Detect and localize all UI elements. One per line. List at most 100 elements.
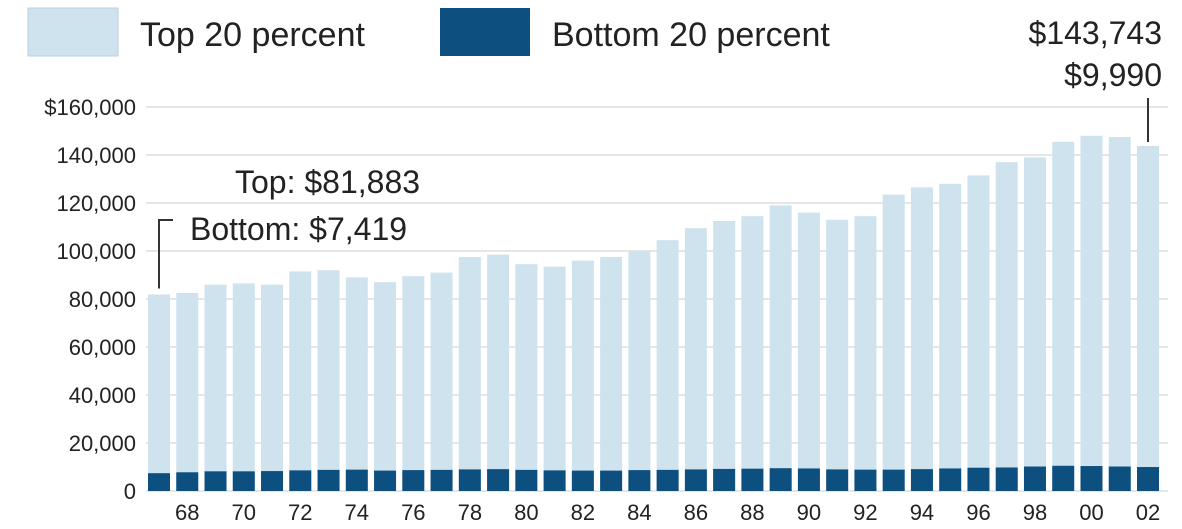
- bar-top-20: [826, 219, 849, 492]
- x-tick-label: 80: [514, 500, 538, 525]
- bar-top-20: [854, 216, 877, 491]
- x-tick-label: 70: [232, 500, 256, 525]
- bar-bottom-20: [1108, 466, 1131, 491]
- x-tick-label: 96: [966, 500, 990, 525]
- x-tick-label: 86: [684, 500, 708, 525]
- annotation-start-top: Top: $81,883: [235, 164, 420, 200]
- x-tick-label: 92: [853, 500, 877, 525]
- bar-bottom-20: [600, 470, 623, 491]
- bar-top-20: [1137, 146, 1159, 492]
- bar-bottom-20: [1080, 466, 1103, 491]
- bar-top-20: [204, 284, 227, 491]
- bar-top-20: [571, 260, 594, 491]
- y-tick-label: 80,000: [69, 287, 136, 312]
- bar-bottom-20: [713, 468, 736, 491]
- bar-top-20: [797, 212, 820, 491]
- bar-top-20: [487, 254, 510, 491]
- annotation-start-leader: [158, 219, 173, 289]
- bar-top-20: [656, 240, 679, 491]
- x-axis: 68 70 72 74 76 78 80 82 84 86 88 90 92 94 96 98 00 02: [175, 500, 1160, 525]
- bar-top-20: [600, 257, 623, 491]
- bar-top-20: [684, 228, 707, 491]
- y-tick-label: 60,000: [69, 335, 136, 360]
- bar-bottom-20: [430, 469, 453, 491]
- bar-top-20: [1023, 157, 1046, 491]
- x-tick-label: 72: [288, 500, 312, 525]
- bar-bottom-20: [1052, 465, 1075, 491]
- y-tick-label: 120,000: [56, 191, 136, 216]
- x-tick-label: 00: [1079, 500, 1103, 525]
- y-tick-label: 0: [124, 479, 136, 504]
- bar-bottom-20: [628, 470, 651, 491]
- bar-bottom-20: [656, 469, 679, 491]
- bar-top-20: [430, 272, 453, 491]
- annotation-end-top: $143,743: [1029, 15, 1162, 51]
- bar-bottom-20: [458, 469, 481, 491]
- bar-top-20: [176, 293, 199, 491]
- bar-bottom-20: [345, 469, 368, 491]
- bar-bottom-20: [148, 473, 170, 491]
- bar-top-20: [1080, 135, 1103, 492]
- legend-swatch-bottom: [440, 8, 530, 56]
- bar-top-20: [289, 271, 312, 491]
- x-tick-label: 74: [345, 500, 369, 525]
- bar-bottom-20: [854, 469, 877, 491]
- y-axis: 0 20,000 40,000 60,000 80,000 100,000 120,000 1…: [44, 95, 136, 504]
- bar-top-20: [1052, 141, 1075, 492]
- x-tick-label: 88: [740, 500, 764, 525]
- bar-top-20: [458, 257, 481, 491]
- bar-top-20: [232, 283, 255, 491]
- bar-bottom-20: [1023, 466, 1046, 491]
- bar-top-20: [741, 216, 764, 491]
- bar-bottom-20: [317, 469, 340, 491]
- x-tick-label: 94: [910, 500, 934, 525]
- bar-top-20: [515, 264, 538, 491]
- bar-bottom-20: [374, 470, 397, 491]
- bar-top-20: [713, 221, 736, 491]
- y-tick-label: $160,000: [44, 95, 136, 120]
- x-tick-label: 76: [401, 500, 425, 525]
- legend-label-bottom: Bottom 20 percent: [552, 16, 830, 54]
- legend-swatch-top: [27, 7, 119, 57]
- x-tick-label: 84: [627, 500, 651, 525]
- bar-top-20: [939, 183, 962, 492]
- bar-bottom-20: [289, 470, 312, 491]
- bar-bottom-20: [487, 469, 510, 491]
- annotation-start-bottom: Bottom: $7,419: [190, 211, 407, 247]
- annotation-end-bottom: $9,990: [1064, 57, 1162, 93]
- bar-bottom-20: [967, 467, 990, 491]
- bar-bottom-20: [176, 472, 199, 491]
- bar-top-20: [967, 175, 990, 491]
- bar-bottom-20: [882, 469, 905, 491]
- bar-bottom-20: [741, 468, 764, 491]
- bar-top-20: [261, 284, 284, 491]
- x-tick-label: 98: [1023, 500, 1047, 525]
- bar-bottom-20: [797, 468, 820, 491]
- bar-bottom-20: [402, 470, 425, 491]
- bar-top-20: [543, 266, 566, 491]
- bar-bottom-20: [995, 467, 1018, 491]
- bar-bottom-20: [684, 469, 707, 491]
- y-tick-label: 100,000: [56, 239, 136, 264]
- legend: Top 20 percent Bottom 20 percent: [27, 7, 830, 57]
- bar-bottom-20: [515, 469, 538, 491]
- x-tick-label: 90: [797, 500, 821, 525]
- annotations: Top: $81,883 Bottom: $7,419 $143,743 $9,…: [158, 15, 1162, 289]
- bars: [148, 135, 1159, 492]
- bar-top-20: [882, 194, 905, 491]
- bar-top-20: [345, 277, 368, 491]
- bar-bottom-20: [939, 468, 962, 491]
- bar-bottom-20: [232, 471, 255, 491]
- bar-top-20: [995, 162, 1018, 491]
- bar-top-20: [374, 282, 397, 491]
- bar-bottom-20: [571, 470, 594, 491]
- y-tick-label: 40,000: [69, 383, 136, 408]
- bar-bottom-20: [543, 470, 566, 491]
- x-tick-label: 68: [175, 500, 199, 525]
- legend-label-top: Top 20 percent: [140, 16, 365, 54]
- x-tick-label: 82: [571, 500, 595, 525]
- y-tick-label: 20,000: [69, 431, 136, 456]
- bar-top-20: [148, 294, 170, 491]
